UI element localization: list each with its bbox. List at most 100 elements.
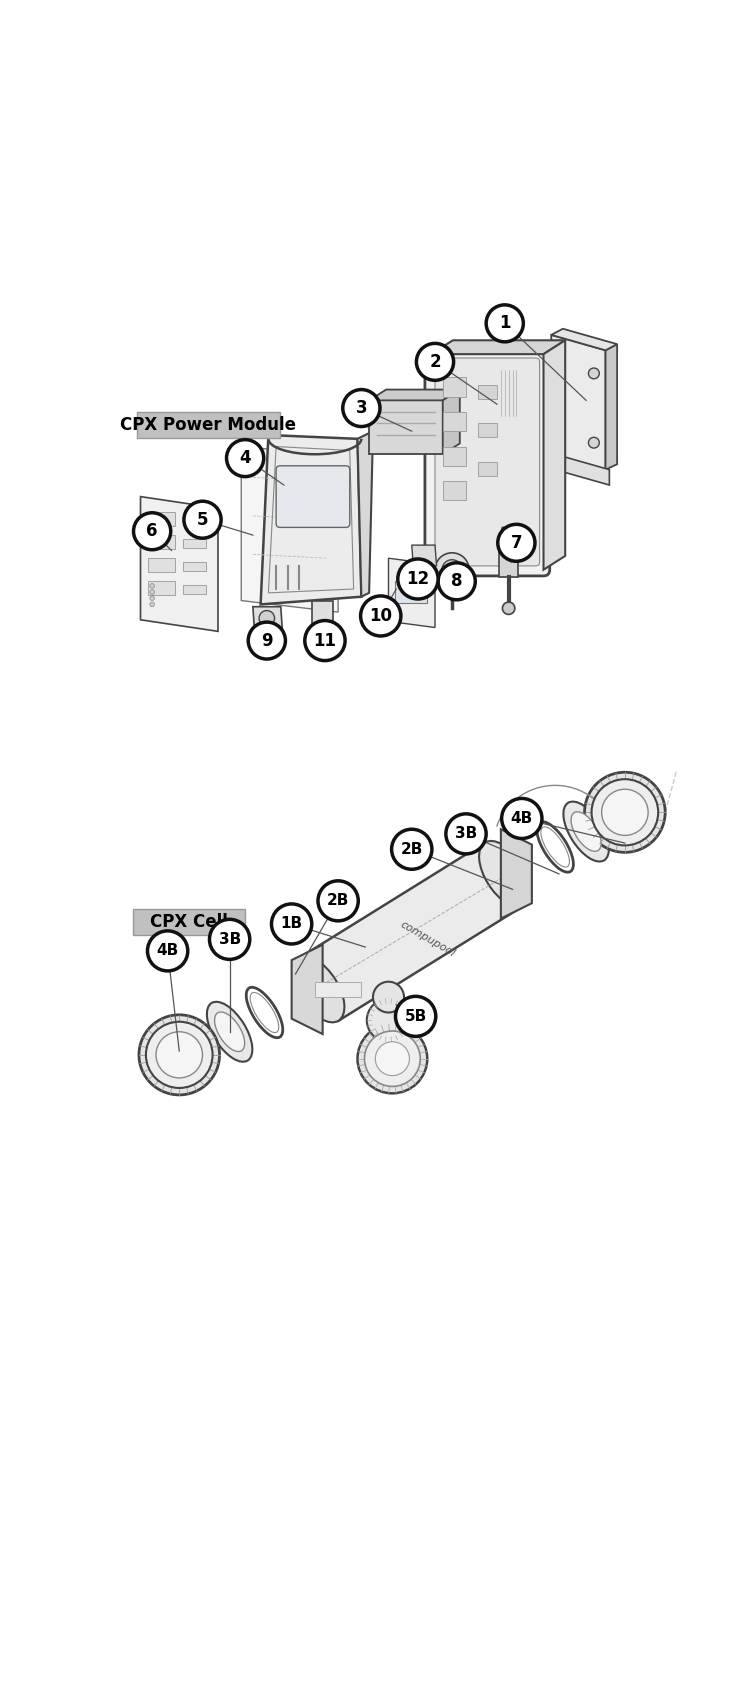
Text: 4B: 4B: [156, 944, 179, 959]
Text: 2: 2: [429, 354, 441, 371]
Bar: [395, 581, 427, 604]
Circle shape: [398, 559, 438, 598]
Circle shape: [602, 789, 648, 835]
Polygon shape: [443, 389, 459, 454]
Polygon shape: [499, 539, 518, 578]
Polygon shape: [605, 343, 617, 469]
Ellipse shape: [571, 813, 601, 852]
Bar: [183, 539, 206, 547]
Circle shape: [184, 502, 221, 539]
Circle shape: [361, 597, 401, 636]
Circle shape: [134, 513, 171, 549]
Polygon shape: [551, 335, 605, 469]
Circle shape: [146, 1022, 213, 1088]
Polygon shape: [412, 546, 437, 566]
Text: 4: 4: [239, 449, 251, 468]
Text: 4B: 4B: [511, 811, 533, 826]
Text: 5: 5: [197, 510, 208, 529]
Bar: [478, 423, 497, 437]
Circle shape: [442, 559, 462, 580]
Bar: [183, 515, 206, 525]
Circle shape: [150, 590, 154, 595]
Text: 6: 6: [147, 522, 158, 541]
Polygon shape: [241, 447, 338, 612]
Circle shape: [305, 620, 345, 661]
Bar: [183, 585, 206, 595]
Bar: [148, 581, 175, 595]
Circle shape: [139, 1015, 220, 1095]
Circle shape: [446, 814, 486, 853]
Bar: [148, 536, 175, 549]
Circle shape: [375, 1042, 409, 1076]
Bar: [478, 462, 497, 476]
Circle shape: [150, 597, 154, 600]
Text: 3: 3: [356, 400, 367, 416]
Circle shape: [343, 389, 380, 427]
Polygon shape: [544, 340, 566, 570]
Bar: [183, 563, 206, 571]
Circle shape: [248, 622, 286, 660]
Circle shape: [396, 996, 435, 1037]
Circle shape: [271, 904, 312, 944]
Circle shape: [150, 602, 154, 607]
Polygon shape: [261, 435, 362, 605]
Text: 12: 12: [406, 570, 429, 588]
Ellipse shape: [563, 802, 609, 862]
Polygon shape: [369, 389, 459, 401]
Circle shape: [367, 998, 410, 1042]
Circle shape: [392, 830, 432, 869]
Polygon shape: [499, 527, 518, 539]
FancyBboxPatch shape: [435, 359, 540, 566]
Circle shape: [502, 602, 515, 614]
Polygon shape: [555, 454, 609, 484]
Circle shape: [259, 610, 274, 626]
Polygon shape: [292, 945, 323, 1034]
Text: 10: 10: [369, 607, 393, 626]
Circle shape: [592, 779, 658, 845]
Bar: [148, 558, 175, 573]
Circle shape: [226, 440, 264, 476]
Text: 1B: 1B: [280, 916, 303, 932]
Bar: [443, 377, 466, 396]
Text: compupool: compupool: [398, 920, 456, 959]
Text: 9: 9: [261, 632, 273, 649]
Text: 1: 1: [499, 314, 511, 333]
Text: 2B: 2B: [401, 842, 423, 857]
Bar: [148, 512, 175, 525]
Polygon shape: [141, 496, 218, 631]
Ellipse shape: [293, 957, 344, 1022]
Ellipse shape: [207, 1001, 253, 1062]
Circle shape: [357, 1023, 427, 1093]
Text: 3B: 3B: [455, 826, 477, 842]
Circle shape: [498, 524, 535, 561]
Polygon shape: [369, 401, 443, 454]
Polygon shape: [299, 843, 524, 1020]
Bar: [315, 981, 362, 998]
Bar: [443, 447, 466, 466]
Circle shape: [589, 367, 599, 379]
Text: 7: 7: [511, 534, 522, 552]
Text: CPX Power Module: CPX Power Module: [120, 416, 296, 434]
Polygon shape: [312, 600, 333, 627]
Circle shape: [417, 343, 453, 381]
Circle shape: [589, 437, 599, 449]
Circle shape: [502, 799, 542, 838]
Text: 8: 8: [451, 573, 462, 590]
Ellipse shape: [214, 1012, 244, 1052]
Circle shape: [373, 981, 404, 1013]
Text: 2B: 2B: [327, 894, 350, 908]
Circle shape: [210, 920, 250, 959]
Ellipse shape: [479, 842, 530, 906]
Polygon shape: [357, 432, 373, 597]
Text: 3B: 3B: [219, 932, 241, 947]
Circle shape: [435, 552, 469, 586]
FancyBboxPatch shape: [276, 466, 350, 527]
Text: CPX Cell: CPX Cell: [150, 913, 228, 930]
Polygon shape: [389, 558, 435, 627]
FancyBboxPatch shape: [133, 908, 245, 935]
Circle shape: [584, 772, 666, 852]
Bar: [478, 384, 497, 399]
Text: 11: 11: [314, 632, 336, 649]
Circle shape: [150, 583, 154, 588]
Circle shape: [156, 1032, 202, 1078]
